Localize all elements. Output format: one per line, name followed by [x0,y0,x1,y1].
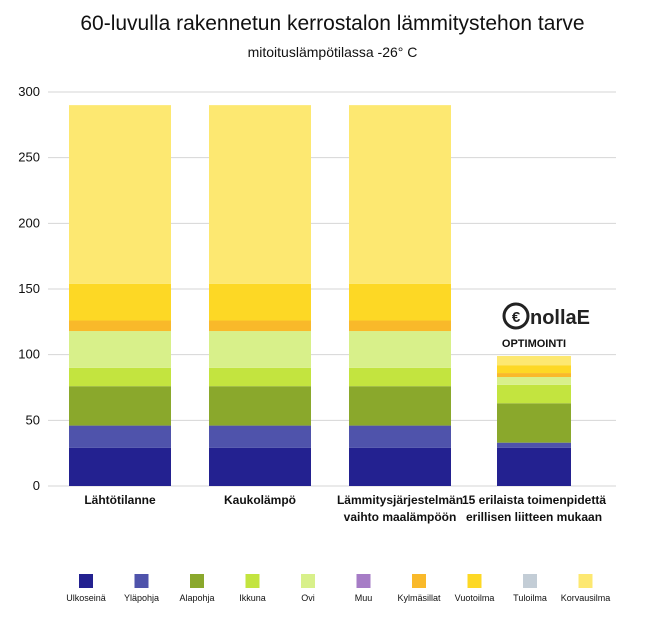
bar-segment [209,425,311,448]
chart-title: 60-luvulla rakennetun kerrostalon lämmit… [80,12,585,35]
legend-swatch [356,574,371,588]
logo-text: nollaE [530,307,590,329]
x-category-label: Kaukolämpö [224,493,296,507]
legend-label: Tuloilma [513,593,547,603]
logo-ring-icon [502,302,530,330]
bar-segment [69,320,171,332]
legend-swatch [245,574,260,588]
bar-segment [209,320,311,332]
y-tick-label: 200 [18,215,40,230]
x-category-label: 15 erilaista toimenpidettä [462,493,606,507]
legend-label: Vuotoilma [455,593,495,603]
y-tick-label: 300 [18,84,40,99]
chart-subtitle: mitoituslämpötilassa -26° C [247,44,418,60]
bar-segment [349,386,451,426]
bar-segment [497,403,571,443]
bar-segment [497,442,571,448]
y-tick-label: 100 [18,347,40,362]
bar-segment [497,376,571,385]
bar-segment [69,447,171,486]
legend-label: Ulkoseinä [66,593,106,603]
legend-label: Yläpohja [124,593,159,603]
bar-segment [69,367,171,387]
legend-label: Ovi [301,593,315,603]
bar-segment [209,386,311,426]
bar-segment [349,283,451,321]
bar-segment [349,331,451,368]
x-category-label: Lämmitysjärjestelmän [337,493,463,507]
bar-segment [209,447,311,486]
bar-segment [349,425,451,448]
legend-swatch [467,574,482,588]
bar-segment [497,447,571,486]
legend-swatch [578,574,593,588]
legend-label: Kylmäsillat [397,593,441,603]
y-tick-label: 0 [33,478,40,493]
legend-label: Alapohja [179,593,214,603]
x-category-label: erillisen liitteen mukaan [466,510,602,524]
bar-segment [209,283,311,321]
bar-segment [349,320,451,332]
legend-swatch [134,574,149,588]
euro-icon: € [512,309,521,326]
legend-swatch [301,574,315,588]
legend-swatch [190,574,204,588]
nollae-logo: € nollaE [502,302,590,330]
bar-segment [497,384,571,404]
legend-swatch [523,574,537,588]
legend-label: Ikkuna [239,593,266,603]
y-tick-label: 50 [26,412,40,427]
legend-label: Muu [355,593,373,603]
legend-label: Korvausilma [561,593,611,603]
y-tick-label: 250 [18,150,40,165]
bar-segment [497,365,571,374]
y-tick-label: 150 [18,281,40,296]
bar-segment [69,105,171,284]
legend-swatch [412,574,426,588]
bar-segment [497,355,571,366]
bar-segment [497,373,571,377]
bar-segment [349,447,451,486]
bar-segment [69,331,171,368]
optimointi-label: OPTIMOINTI [502,338,566,350]
bar-segment [209,367,311,387]
bar-segment [209,105,311,284]
legend-swatch [79,574,93,588]
bar-segment [349,367,451,387]
bar-segment [69,386,171,426]
bar-segment [69,425,171,448]
x-category-label: vaihto maalämpöön [344,510,457,524]
bar-segment [69,283,171,321]
x-category-label: Lähtötilanne [84,493,156,507]
bar-segment [209,331,311,368]
bar-segment [349,105,451,284]
